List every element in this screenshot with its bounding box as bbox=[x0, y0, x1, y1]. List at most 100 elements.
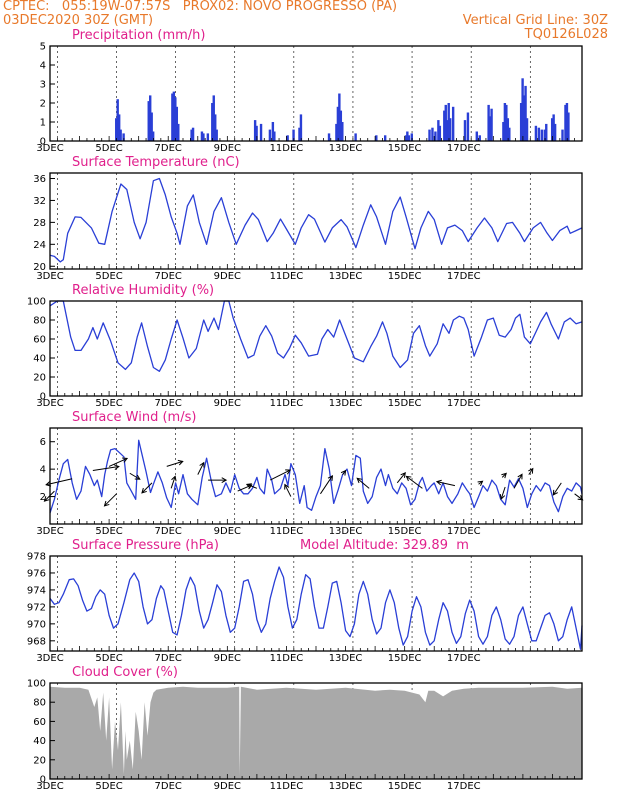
precip-bar bbox=[488, 116, 492, 141]
precip-bar bbox=[339, 110, 343, 141]
x-tick-label: 9DEC bbox=[214, 653, 241, 664]
wind-arrow-head bbox=[177, 459, 184, 466]
x-tick-label: 17DEC bbox=[447, 143, 481, 154]
precip-bar bbox=[519, 103, 523, 141]
wind-arrow bbox=[108, 457, 128, 467]
wind-arrow-head bbox=[122, 457, 129, 463]
x-tick-label: 15DEC bbox=[388, 526, 422, 537]
precip-bar bbox=[119, 129, 122, 141]
x-tick-label: 3DEC bbox=[36, 526, 63, 537]
wind-arrow bbox=[500, 486, 506, 500]
wind-arrow-head bbox=[113, 464, 120, 470]
precip-bar bbox=[443, 110, 446, 141]
precip-bar bbox=[449, 118, 452, 141]
wind-arrow-head bbox=[405, 475, 412, 482]
y-tick-label: 24 bbox=[33, 240, 46, 251]
title-precipitation: Precipitation (mm/h) bbox=[72, 28, 206, 43]
x-tick-label: 9DEC bbox=[214, 271, 241, 282]
wind-arrow bbox=[129, 472, 141, 480]
y-tick-label: 60 bbox=[33, 717, 46, 728]
precip-bar bbox=[117, 114, 121, 141]
y-tick-label: 20 bbox=[33, 755, 46, 766]
y-tick-label: 970 bbox=[27, 619, 46, 630]
y-tick-label: 2 bbox=[40, 492, 46, 503]
precip-bar bbox=[190, 129, 193, 141]
wind-arrow bbox=[320, 475, 333, 495]
x-tick-label: 17DEC bbox=[447, 781, 481, 792]
panel-frame bbox=[49, 555, 583, 652]
header-model-code: TQ0126L028 bbox=[524, 27, 608, 42]
precip-bar bbox=[564, 104, 567, 141]
precip-bar bbox=[463, 120, 467, 141]
wind-arrow-head bbox=[340, 469, 347, 476]
x-tick-label: 5DEC bbox=[95, 398, 122, 409]
y-tick-label: 80 bbox=[33, 316, 46, 327]
precip-bar bbox=[298, 127, 301, 141]
x-tick-label: 7DEC bbox=[155, 398, 182, 409]
precip-bar bbox=[438, 125, 442, 141]
y-tick-label: 32 bbox=[33, 196, 46, 207]
precip-bar bbox=[336, 106, 340, 141]
x-tick-label: 15DEC bbox=[388, 781, 422, 792]
x-tick-label: 11DEC bbox=[270, 781, 304, 792]
x-tick-label: 11DEC bbox=[270, 653, 304, 664]
precip-bar bbox=[299, 114, 303, 141]
precip-bar bbox=[428, 129, 431, 141]
precip-bar bbox=[478, 135, 481, 141]
title-cloud: Cloud Cover (%) bbox=[72, 665, 178, 680]
wind-arrow bbox=[356, 477, 370, 489]
precip-bar bbox=[172, 91, 176, 141]
x-tick-label: 7DEC bbox=[155, 143, 182, 154]
wind-arrow bbox=[552, 482, 562, 496]
x-tick-label: 17DEC bbox=[447, 271, 481, 282]
precip-bar bbox=[508, 127, 511, 141]
header-date: 03DEC2020 30Z (GMT) bbox=[3, 13, 154, 28]
x-tick-label: 3DEC bbox=[36, 271, 63, 282]
precip-bar bbox=[431, 127, 434, 141]
x-tick-label: 3DEC bbox=[36, 398, 63, 409]
precip-bar bbox=[567, 112, 570, 141]
precip-bar bbox=[487, 104, 490, 141]
precip-bar bbox=[406, 131, 409, 141]
x-tick-label: 11DEC bbox=[270, 143, 304, 154]
precip-bar bbox=[404, 135, 408, 141]
precip-bar bbox=[174, 97, 177, 141]
precip-bar bbox=[552, 114, 555, 141]
wind-arrow-head bbox=[43, 496, 50, 502]
wind-arrow bbox=[92, 466, 119, 472]
y-tick-label: 972 bbox=[27, 602, 46, 613]
precip-bar bbox=[327, 133, 331, 141]
y-tick-label: 978 bbox=[27, 552, 46, 563]
x-tick-label: 17DEC bbox=[447, 653, 481, 664]
precip-bar bbox=[354, 133, 357, 141]
x-tick-label: 11DEC bbox=[270, 271, 304, 282]
y-tick-label: 1 bbox=[40, 118, 46, 129]
precip-bar bbox=[543, 129, 546, 141]
precip-bar bbox=[407, 135, 411, 141]
header-vertical-grid: Vertical Grid Line: 30Z bbox=[462, 13, 608, 28]
precip-bar bbox=[561, 129, 564, 141]
precip-bar bbox=[451, 106, 455, 141]
precip-bar bbox=[553, 123, 557, 141]
title-pressure: Surface Pressure (hPa) bbox=[72, 538, 219, 553]
x-tick-label: 15DEC bbox=[388, 653, 422, 664]
y-tick-label: 20 bbox=[33, 262, 46, 273]
wind-arrow bbox=[436, 481, 456, 487]
wind-arrow bbox=[406, 475, 423, 489]
precip-bar bbox=[506, 118, 510, 141]
y-tick-label: 100 bbox=[27, 679, 46, 690]
y-tick-label: 4 bbox=[40, 61, 46, 72]
wind-arrow-head bbox=[245, 483, 252, 489]
cloud-area bbox=[50, 686, 582, 779]
wind-arrow bbox=[104, 493, 117, 507]
precip-bar bbox=[565, 103, 569, 141]
wind-arrow bbox=[528, 468, 534, 475]
title-model-altitude: Model Altitude: 329.89 m bbox=[300, 538, 469, 553]
precip-bar bbox=[253, 120, 257, 141]
y-tick-label: 0 bbox=[40, 775, 46, 786]
series-line bbox=[49, 300, 583, 372]
precip-bar bbox=[447, 103, 450, 141]
precip-bar bbox=[212, 95, 215, 141]
wind-arrow-head bbox=[199, 461, 205, 468]
precip-bar bbox=[122, 133, 125, 141]
